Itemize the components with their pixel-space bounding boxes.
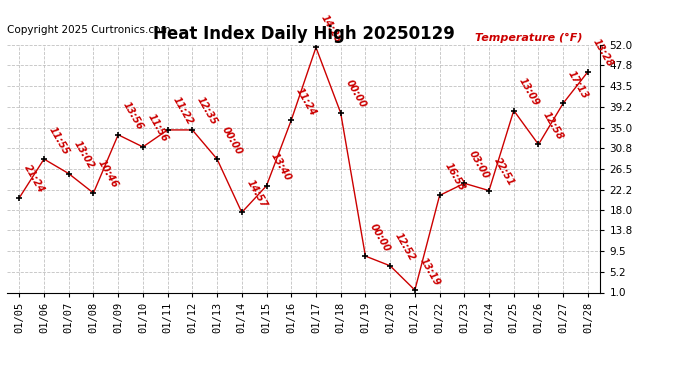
Text: 12:52: 12:52 — [393, 231, 417, 263]
Text: 13:02: 13:02 — [72, 139, 96, 171]
Text: 13:56: 13:56 — [121, 100, 145, 132]
Title: Heat Index Daily High 20250129: Heat Index Daily High 20250129 — [152, 26, 455, 44]
Text: 16:53: 16:53 — [442, 161, 466, 193]
Text: Temperature (°F): Temperature (°F) — [475, 33, 582, 43]
Text: 13:19: 13:19 — [417, 255, 442, 287]
Text: 12:58: 12:58 — [541, 110, 565, 142]
Text: 11:55: 11:55 — [47, 124, 71, 156]
Text: 00:00: 00:00 — [344, 78, 368, 110]
Text: 21:24: 21:24 — [22, 164, 46, 195]
Text: 00:00: 00:00 — [220, 124, 244, 156]
Text: 13:40: 13:40 — [269, 151, 293, 183]
Text: 13:28: 13:28 — [591, 37, 615, 69]
Text: 14:28: 14:28 — [319, 13, 343, 45]
Text: 00:00: 00:00 — [368, 222, 393, 254]
Text: 12:35: 12:35 — [195, 95, 219, 127]
Text: 22:51: 22:51 — [492, 156, 516, 188]
Text: 13:09: 13:09 — [517, 76, 541, 108]
Text: 03:00: 03:00 — [467, 149, 491, 180]
Text: 11:22: 11:22 — [170, 95, 195, 127]
Text: 10:46: 10:46 — [96, 159, 120, 190]
Text: 17:13: 17:13 — [566, 69, 590, 100]
Text: 11:56: 11:56 — [146, 112, 170, 144]
Text: Copyright 2025 Curtronics.com: Copyright 2025 Curtronics.com — [7, 25, 170, 35]
Text: 11:24: 11:24 — [294, 86, 318, 117]
Text: 14:57: 14:57 — [244, 178, 268, 210]
